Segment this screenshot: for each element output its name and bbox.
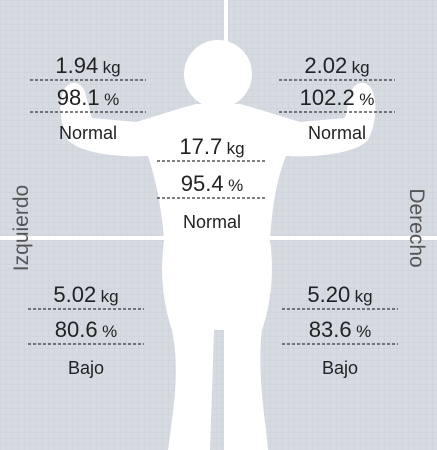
unit: % — [356, 322, 371, 341]
status-text: Bajo — [68, 358, 104, 378]
side-label-right: Derecho — [405, 188, 428, 267]
number: 80.6 — [55, 317, 98, 342]
status-text: Normal — [59, 123, 117, 143]
number: 2.02 — [304, 53, 347, 78]
number: 102.2 — [300, 85, 355, 110]
unit: kg — [352, 58, 370, 77]
unit: kg — [103, 58, 121, 77]
unit: % — [359, 90, 374, 109]
unit: % — [228, 176, 243, 195]
status-text: Normal — [183, 212, 241, 232]
segmental-diagram: Izquierdo Derecho 1.94 kg98.1 %Normal2.0… — [0, 0, 437, 450]
number: 5.20 — [307, 282, 350, 307]
number: 5.02 — [53, 282, 96, 307]
number: 83.6 — [309, 317, 352, 342]
status-text: Bajo — [322, 358, 358, 378]
unit: kg — [355, 287, 373, 306]
unit: % — [102, 322, 117, 341]
number: 1.94 — [55, 53, 98, 78]
unit: % — [104, 90, 119, 109]
status-text: Normal — [308, 123, 366, 143]
number: 95.4 — [181, 171, 224, 196]
unit: kg — [227, 139, 245, 158]
unit: kg — [101, 287, 119, 306]
side-label-left: Izquierdo — [10, 185, 33, 271]
number: 98.1 — [57, 85, 100, 110]
number: 17.7 — [179, 134, 222, 159]
